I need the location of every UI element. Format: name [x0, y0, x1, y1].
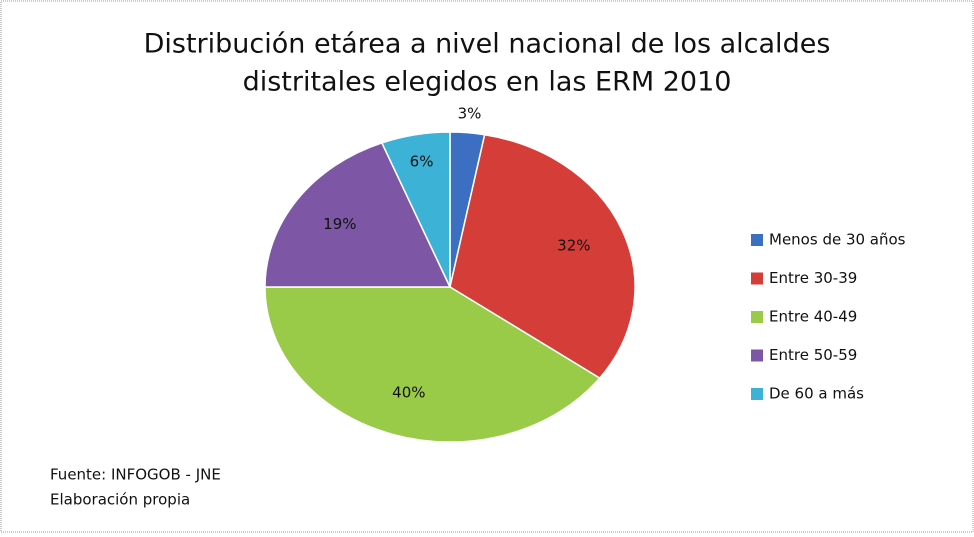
legend-label: Entre 50-59	[769, 346, 857, 364]
legend-label: De 60 a más	[769, 385, 864, 403]
data-label: 19%	[323, 215, 356, 233]
legend-label: Entre 40-49	[769, 308, 857, 326]
pie-slice	[380, 131, 451, 288]
legend-swatch	[751, 388, 763, 400]
legend-label: Entre 30-39	[769, 269, 857, 287]
chart-title: Distribución etárea a nivel nacional de …	[144, 29, 831, 60]
chart-title: distritales elegidos en las ERM 2010	[243, 67, 732, 98]
legend-swatch	[751, 272, 763, 285]
legend-swatch	[751, 311, 763, 323]
legend-swatch	[751, 234, 763, 246]
data-label: 3%	[458, 105, 482, 123]
pie-slice	[449, 133, 636, 380]
legend-swatch	[751, 349, 763, 362]
pie-slice	[264, 141, 452, 288]
source-note: Fuente: INFOGOB - JNE	[50, 466, 221, 484]
data-label: 40%	[392, 384, 425, 402]
source-note: Elaboración propia	[50, 491, 190, 509]
legend-label: Menos de 30 años	[769, 231, 906, 249]
pie-slice	[264, 286, 601, 443]
data-label: 32%	[557, 236, 590, 254]
data-label: 6%	[410, 153, 434, 171]
